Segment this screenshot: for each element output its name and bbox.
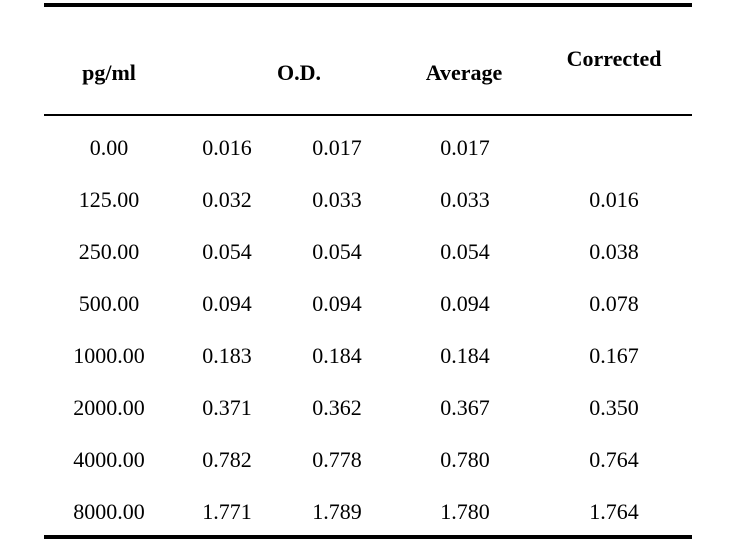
table-body: 0.00 0.016 0.017 0.017 125.00 0.032 0.033 0.033…	[44, 116, 692, 530]
table-row: 500.00 0.094 0.094 0.094 0.078	[44, 270, 692, 322]
cell-average: 0.184	[440, 343, 490, 368]
header-average: Average	[425, 60, 503, 85]
cell-corrected: 1.764	[589, 499, 639, 524]
table-row: 0.00 0.016 0.017 0.017	[44, 116, 692, 166]
cell-average: 0.054	[440, 239, 490, 264]
cell-average: 0.033	[440, 187, 490, 212]
cell-od-1: 0.094	[202, 291, 252, 316]
cell-concentration: 2000.00	[73, 395, 145, 420]
cell-od-1: 0.016	[202, 135, 252, 160]
cell-corrected: 0.038	[589, 239, 639, 264]
cell-average: 0.017	[440, 135, 490, 160]
header-corrected: Corrected	[566, 46, 662, 71]
cell-od-1: 0.183	[202, 343, 252, 368]
cell-corrected: 0.078	[589, 291, 639, 316]
cell-od-2: 0.017	[312, 135, 362, 160]
table-header: pg/ml O.D. Average Corrected	[44, 7, 692, 114]
cell-average: 0.094	[440, 291, 490, 316]
cell-corrected: 0.764	[589, 447, 639, 472]
cell-od-1: 0.782	[202, 447, 252, 472]
cell-od-2: 0.033	[312, 187, 362, 212]
cell-concentration: 125.00	[78, 187, 140, 212]
cell-od-1: 0.054	[202, 239, 252, 264]
table-row: 1000.00 0.183 0.184 0.184 0.167	[44, 322, 692, 374]
cell-concentration: 1000.00	[73, 343, 145, 368]
header-od: O.D.	[277, 60, 321, 85]
data-table: pg/ml O.D. Average Corrected 0.00 0.016 0.…	[44, 3, 692, 539]
cell-concentration: 8000.00	[73, 499, 145, 524]
cell-average: 0.780	[440, 447, 490, 472]
cell-average: 0.367	[440, 395, 490, 420]
cell-concentration: 500.00	[78, 291, 140, 316]
cell-od-1: 0.371	[202, 395, 252, 420]
table-top-rule	[44, 3, 692, 7]
cell-od-2: 1.789	[312, 499, 362, 524]
table-row: 2000.00 0.371 0.362 0.367 0.350	[44, 374, 692, 426]
cell-corrected: 0.167	[589, 343, 639, 368]
cell-od-1: 0.032	[202, 187, 252, 212]
cell-concentration: 250.00	[78, 239, 140, 264]
header-concentration: pg/ml	[82, 60, 136, 85]
table-row: 4000.00 0.782 0.778 0.780 0.764	[44, 426, 692, 478]
table-header-rule	[44, 114, 692, 116]
cell-average: 1.780	[440, 499, 490, 524]
cell-od-2: 0.054	[312, 239, 362, 264]
cell-corrected: 0.016	[589, 187, 639, 212]
table-row: 250.00 0.054 0.054 0.054 0.038	[44, 218, 692, 270]
cell-od-1: 1.771	[202, 499, 252, 524]
cell-concentration: 0.00	[89, 135, 129, 160]
cell-od-2: 0.094	[312, 291, 362, 316]
cell-od-2: 0.778	[312, 447, 362, 472]
cell-od-2: 0.362	[312, 395, 362, 420]
table-row: 125.00 0.032 0.033 0.033 0.016	[44, 166, 692, 218]
table-row: 8000.00 1.771 1.789 1.780 1.764	[44, 478, 692, 530]
cell-concentration: 4000.00	[73, 447, 145, 472]
cell-od-2: 0.184	[312, 343, 362, 368]
table-bottom-rule	[44, 535, 692, 539]
cell-corrected: 0.350	[589, 395, 639, 420]
